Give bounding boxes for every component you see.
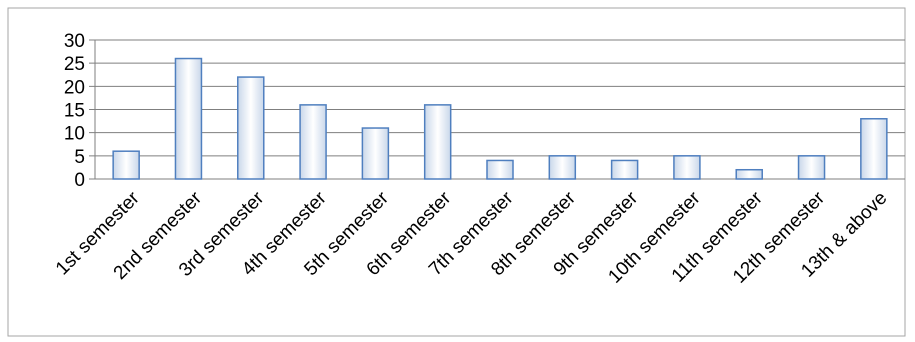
bar bbox=[735, 168, 763, 180]
bar bbox=[112, 150, 140, 180]
y-tick-label: 10 bbox=[64, 124, 85, 145]
y-tick-label: 25 bbox=[64, 54, 85, 75]
bar bbox=[860, 118, 888, 180]
bar bbox=[174, 57, 203, 180]
bar bbox=[797, 155, 826, 180]
bar bbox=[486, 159, 514, 180]
bar bbox=[610, 159, 639, 180]
y-tick-label: 30 bbox=[64, 31, 85, 52]
bar bbox=[423, 104, 452, 180]
bar bbox=[361, 127, 390, 180]
chart-border bbox=[7, 7, 906, 337]
y-tick-label: 20 bbox=[64, 77, 85, 98]
bar bbox=[673, 155, 701, 180]
bar bbox=[237, 76, 265, 180]
y-tick-label: 15 bbox=[64, 101, 85, 122]
bar bbox=[548, 155, 577, 180]
y-tick-label: 0 bbox=[74, 170, 85, 191]
y-tick-label: 5 bbox=[74, 147, 85, 168]
gridlines bbox=[89, 39, 905, 180]
bar bbox=[299, 104, 327, 180]
bars bbox=[112, 57, 888, 180]
